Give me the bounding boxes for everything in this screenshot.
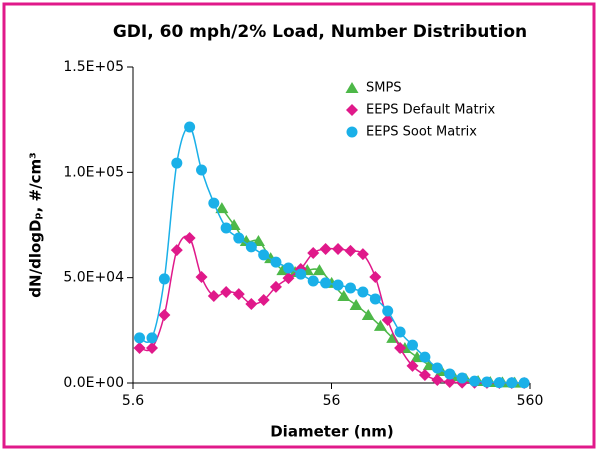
data-point <box>307 247 320 260</box>
data-point <box>282 262 294 274</box>
data-point <box>282 272 295 285</box>
data-point <box>418 368 431 381</box>
data-point <box>270 256 282 268</box>
data-point <box>431 362 443 374</box>
data-point <box>406 359 419 372</box>
x-tick-label: 5.6 <box>122 393 144 409</box>
data-point <box>312 264 326 276</box>
data-point <box>506 377 518 389</box>
legend-label: SMPS <box>366 81 402 96</box>
data-point <box>431 374 444 387</box>
data-point <box>419 351 431 363</box>
data-point <box>171 157 183 169</box>
data-point <box>382 305 394 317</box>
data-point <box>133 342 146 355</box>
x-axis-label: Diameter (nm) <box>270 423 394 441</box>
data-point <box>208 197 220 209</box>
data-point <box>145 342 158 355</box>
data-point <box>269 280 282 293</box>
data-point <box>394 342 407 355</box>
data-point <box>245 298 258 310</box>
legend-label: EEPS Default Matrix <box>366 103 496 118</box>
data-point <box>158 308 171 321</box>
data-point <box>307 275 319 287</box>
y-axis-label: dN/dlogDₚ, #/cm³ <box>27 152 45 297</box>
data-point <box>357 286 369 298</box>
data-point <box>469 375 481 387</box>
data-point <box>493 377 505 389</box>
x-tick-label: 56 <box>323 393 341 409</box>
data-point <box>394 326 406 338</box>
data-point <box>481 376 493 388</box>
data-point <box>444 368 456 380</box>
data-point <box>406 339 418 351</box>
data-point <box>518 377 530 389</box>
data-point <box>184 121 196 133</box>
data-point <box>215 202 229 214</box>
data-point <box>245 241 257 253</box>
data-point <box>349 299 363 311</box>
data-point <box>257 293 270 306</box>
data-point <box>344 244 357 257</box>
legend-marker <box>346 104 358 116</box>
data-point <box>195 271 208 284</box>
y-tick-label: 0.0E+00 <box>63 375 124 391</box>
data-point <box>233 232 245 244</box>
data-point <box>443 375 456 388</box>
data-point <box>344 282 356 294</box>
data-point <box>456 372 468 384</box>
data-point <box>356 248 369 261</box>
series-line <box>139 235 525 384</box>
y-tick-label: 1.0E+05 <box>63 164 124 180</box>
data-point <box>319 243 332 256</box>
data-point <box>232 288 245 301</box>
chart-title: GDI, 60 mph/2% Load, Number Distribution <box>113 22 527 42</box>
data-point <box>332 243 345 256</box>
data-point <box>369 293 381 305</box>
legend-label: EEPS Soot Matrix <box>366 125 477 140</box>
data-point <box>361 308 375 320</box>
legend-marker <box>345 82 359 93</box>
data-point <box>158 273 170 285</box>
data-point <box>170 244 183 257</box>
data-point <box>220 285 233 298</box>
data-point <box>295 268 307 280</box>
data-point <box>337 289 351 301</box>
x-tick-label: 560 <box>517 393 544 409</box>
data-point <box>373 319 387 331</box>
data-point <box>369 271 382 284</box>
data-point <box>146 332 158 344</box>
legend-marker <box>346 126 358 138</box>
y-tick-label: 1.5E+05 <box>63 59 124 75</box>
data-point <box>258 249 270 261</box>
series-line <box>139 126 525 384</box>
data-point <box>220 222 232 234</box>
data-point <box>183 232 196 245</box>
y-tick-label: 5.0E+04 <box>63 270 124 286</box>
series-line <box>221 207 515 384</box>
data-point <box>196 164 208 176</box>
data-point <box>332 279 344 291</box>
data-point <box>320 277 332 289</box>
data-point <box>134 332 146 344</box>
data-point <box>207 289 220 302</box>
